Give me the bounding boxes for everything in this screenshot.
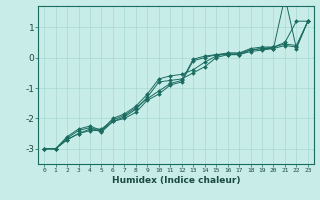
X-axis label: Humidex (Indice chaleur): Humidex (Indice chaleur) [112, 176, 240, 185]
